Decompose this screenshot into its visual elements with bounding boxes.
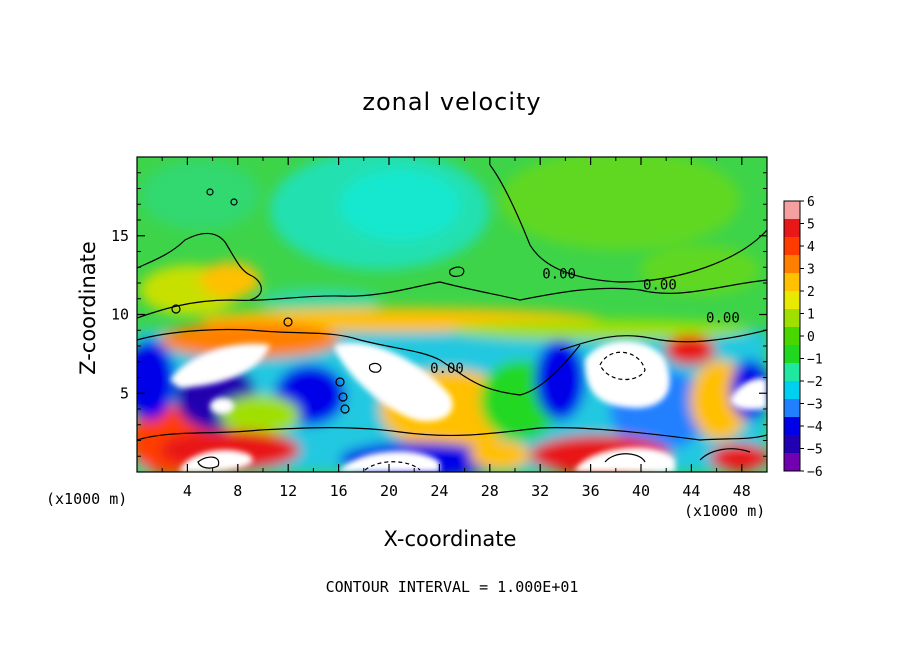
colorbar-tick-label: 2 (807, 285, 815, 300)
x-unit-label-right: (x1000 m) (684, 502, 766, 520)
x-tick-label: 20 (380, 482, 398, 500)
colorbar-tick-label: 4 (807, 240, 815, 255)
contour-interval-note: CONTOUR INTERVAL = 1.000E+01 (325, 578, 579, 596)
colorbar-tick-label: −4 (807, 420, 823, 435)
y-tick-label: 10 (111, 306, 129, 324)
colorbar-tick-label: 3 (807, 263, 815, 278)
x-tick-label: 12 (279, 482, 297, 500)
x-axis-label: X-coordinate (383, 527, 517, 551)
colorbar-swatch (784, 453, 800, 472)
colorbar-swatch (784, 219, 800, 238)
colorbar-swatch (784, 381, 800, 400)
y-axis-label: Z-coordinate (76, 241, 100, 375)
y-axis: 5 10 15 (111, 172, 767, 457)
x-tick-label: 16 (330, 482, 348, 500)
x-tick-label: 40 (632, 482, 650, 500)
contour-label: 0.00 (542, 266, 576, 282)
colorbar-tick-label: 5 (807, 218, 815, 233)
colorbar-swatch (784, 363, 800, 382)
colorbar-tick-label: −3 (807, 398, 823, 413)
contour-label: 0.00 (643, 277, 677, 293)
velocity-field (137, 157, 767, 472)
colorbar-tick-label: −2 (807, 375, 823, 390)
x-tick-label: 28 (481, 482, 499, 500)
colorbar-tick-label: 1 (807, 308, 815, 323)
y-tick-label: 15 (111, 227, 129, 245)
contour-lines (137, 164, 767, 471)
colorbar-swatch (784, 435, 800, 454)
colorbar-tick-label: −5 (807, 443, 823, 458)
colorbar: 6 5 4 3 2 1 0 −1 −2 −3 −4 −5 −6 (783, 195, 823, 480)
colorbar-swatch (784, 291, 800, 310)
colorbar-swatch (784, 345, 800, 364)
contour-label: 0.00 (430, 361, 464, 377)
colorbar-swatch (784, 273, 800, 292)
colorbar-tick-label: 0 (807, 330, 815, 345)
x-tick-label: 44 (682, 482, 700, 500)
contour-label: 0.00 (706, 310, 740, 326)
x-tick-label: 48 (733, 482, 751, 500)
colorbar-swatch (784, 201, 800, 220)
colorbar-swatch (784, 399, 800, 418)
colorbar-swatch (784, 237, 800, 256)
colorbar-tick-label: −1 (807, 353, 823, 368)
x-tick-label: 4 (183, 482, 192, 500)
colorbar-tick-label: 6 (807, 195, 815, 210)
colorbar-swatch (784, 255, 800, 274)
colorbar-swatch (784, 309, 800, 328)
x-axis: 4 8 12 16 20 24 28 32 36 40 44 48 (161, 157, 751, 500)
x-tick-label: 32 (531, 482, 549, 500)
colorbar-swatch (784, 327, 800, 346)
contour-labels: 0.00 0.00 0.00 0.00 (430, 266, 740, 377)
x-tick-label: 36 (582, 482, 600, 500)
chart-title: zonal velocity (362, 88, 542, 116)
y-tick-label: 5 (120, 384, 129, 402)
colorbar-tick-label: −6 (807, 465, 823, 480)
colorbar-swatch (784, 417, 800, 436)
x-unit-label-left: (x1000 m) (46, 490, 128, 508)
x-tick-label: 24 (430, 482, 448, 500)
x-tick-label: 8 (233, 482, 242, 500)
